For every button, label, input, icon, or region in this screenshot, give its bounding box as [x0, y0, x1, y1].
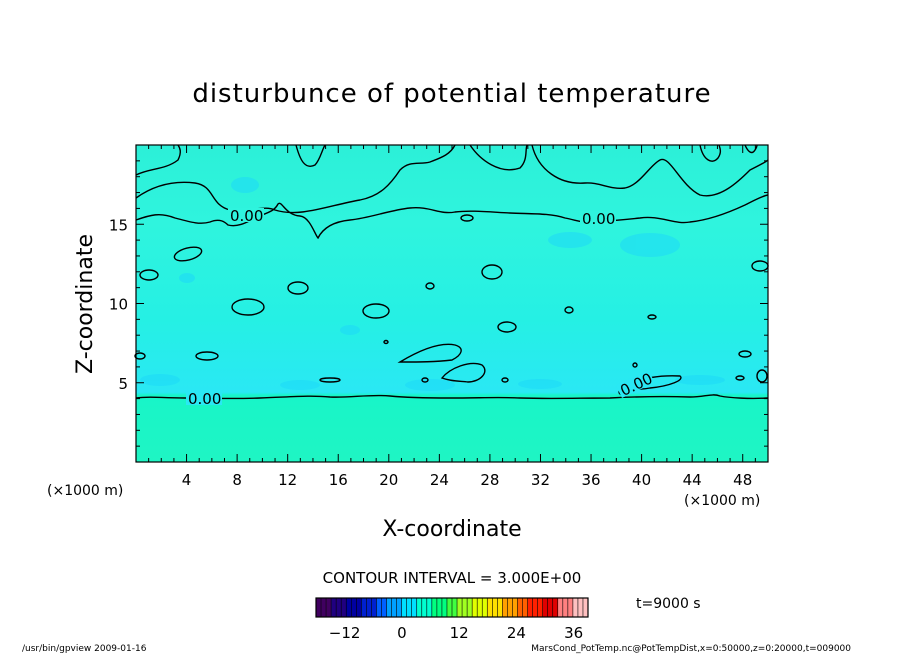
colorbar-segment — [376, 598, 382, 617]
y-tick-labels: 5 10 15 — [109, 216, 128, 393]
colorbar-segment — [391, 598, 397, 617]
colorbar-segment — [346, 598, 352, 617]
x-unit-label-right: (×1000 m) — [684, 493, 760, 509]
colorbar-segment — [517, 598, 523, 617]
colorbar-segment — [411, 598, 417, 617]
x-tick-labels: 4 8 12 16 20 24 28 32 36 40 44 48 — [182, 471, 752, 489]
colorbar-segment — [441, 598, 447, 617]
colorbar-segment — [331, 598, 337, 617]
colorbar-segment — [446, 598, 452, 617]
shading-patches — [140, 177, 725, 391]
colorbar-segment — [552, 598, 558, 617]
colorbar-segment — [477, 598, 483, 617]
colorbar-segment — [547, 598, 553, 617]
colorbar-segment — [572, 598, 578, 617]
colorbar-segment — [482, 598, 488, 617]
colorbar-segment — [562, 598, 568, 617]
colorbar-segment — [436, 598, 442, 617]
colorbar-segment — [386, 598, 392, 617]
colorbar-segment — [351, 598, 357, 617]
colorbar-segment — [557, 598, 563, 617]
colorbar-segment — [316, 598, 322, 617]
colorbar-segment — [472, 598, 478, 617]
axis-ticks — [136, 145, 768, 462]
colorbar-segment — [401, 598, 407, 617]
x-tick-label: 24 — [430, 471, 449, 489]
colorbar-segment — [487, 598, 493, 617]
colorbar-segment — [577, 598, 583, 617]
x-tick-label: 16 — [329, 471, 348, 489]
contour-label-group: 0.00 0.00 0.00 0.00 — [186, 207, 655, 408]
x-tick-label: 12 — [278, 471, 297, 489]
x-axis-title: X-coordinate — [382, 517, 521, 542]
colorbar-tick-label: −12 — [329, 624, 361, 642]
colorbar-tick-label: 12 — [450, 624, 469, 642]
chart-title: disturbunce of potential temperature — [192, 79, 711, 109]
colorbar-segment — [361, 598, 367, 617]
colorbar-segment — [421, 598, 427, 617]
footer-left: /usr/bin/gpview 2009-01-16 — [22, 644, 147, 654]
colorbar-segment — [522, 598, 528, 617]
colorbar-segment — [462, 598, 468, 617]
y-axis-title: Z-coordinate — [73, 234, 98, 374]
colorbar-tick-label: 0 — [397, 624, 407, 642]
x-tick-label: 20 — [379, 471, 398, 489]
contour-label: 0.00 — [230, 207, 263, 225]
contour-label: 0.00 — [582, 210, 615, 228]
colorbar-segment — [542, 598, 548, 617]
colorbar-frame — [315, 597, 589, 618]
y-tick-label: 10 — [109, 296, 128, 314]
colorbar-segment — [341, 598, 347, 617]
contour-label: 0.00 — [188, 390, 221, 408]
colorbar-segment — [457, 598, 463, 617]
colorbar-segment — [512, 598, 518, 617]
colorbar-segment — [452, 598, 458, 617]
x-tick-label: 36 — [581, 471, 600, 489]
colorbar-tick-labels: −12 0 12 24 36 — [329, 624, 583, 642]
plot-area — [136, 145, 768, 462]
colorbar-segment — [507, 598, 513, 617]
x-tick-label: 28 — [480, 471, 499, 489]
colorbar-segment — [582, 598, 588, 617]
colorbar-segment — [366, 598, 372, 617]
x-tick-label: 4 — [182, 471, 192, 489]
footer-right: MarsCond_PotTemp.nc@PotTempDist,x=0:5000… — [531, 644, 851, 654]
colorbar-segment — [467, 598, 473, 617]
y-tick-label: 15 — [109, 216, 128, 234]
x-tick-label: 44 — [683, 471, 702, 489]
colorbar-tick-label: 24 — [507, 624, 526, 642]
x-tick-label: 32 — [531, 471, 550, 489]
x-tick-label: 40 — [632, 471, 651, 489]
x-tick-label: 48 — [733, 471, 752, 489]
colorbar-segment — [537, 598, 543, 617]
colorbar-segment — [567, 598, 573, 617]
colorbar-segment — [416, 598, 422, 617]
colorbar-segment — [426, 598, 432, 617]
contour-interval: CONTOUR INTERVAL = 3.000E+00 — [323, 569, 582, 587]
colorbar-segment — [336, 598, 342, 617]
colorbar-segment — [371, 598, 377, 617]
colorbar-segment — [381, 598, 387, 617]
colorbar-tick-label: 36 — [564, 624, 583, 642]
colorbar-segment — [321, 598, 327, 617]
colorbar-segment — [396, 598, 402, 617]
x-tick-label: 8 — [232, 471, 242, 489]
colorbar-segment — [502, 598, 508, 617]
colorbar-segment — [431, 598, 437, 617]
colorbar-segment — [326, 598, 332, 617]
colorbar-segment — [356, 598, 362, 617]
colorbar-segment — [532, 598, 538, 617]
colorbar-segment — [406, 598, 412, 617]
colorbar-segment — [527, 598, 533, 617]
x-unit-label-left: (×1000 m) — [47, 483, 123, 499]
y-tick-label: 5 — [118, 375, 128, 393]
colorbar-segment — [497, 598, 503, 617]
time-label: t=9000 s — [636, 596, 701, 612]
colorbar-segment — [492, 598, 498, 617]
colorbar — [315, 597, 589, 618]
